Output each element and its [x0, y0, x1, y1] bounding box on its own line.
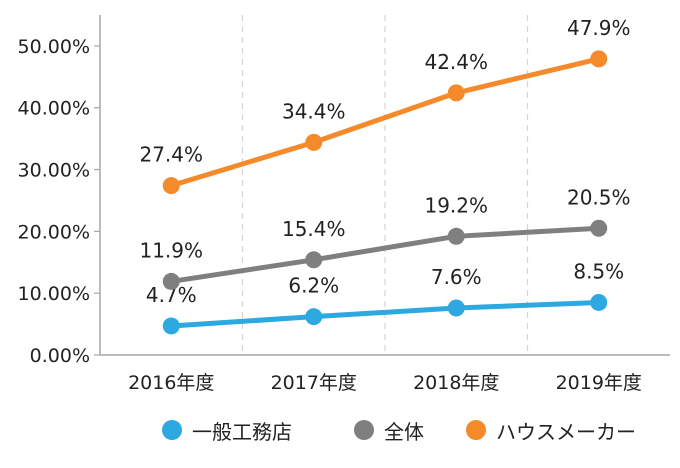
data-label: 11.9% [139, 238, 203, 262]
x-tick-label: 2016年度 [128, 372, 214, 394]
data-label: 6.2% [288, 274, 339, 298]
y-tick-label: 10.00% [18, 283, 90, 305]
data-point [305, 308, 323, 326]
legend-item-house-maker: ハウスメーカー [466, 410, 636, 450]
x-tick-label: 2018年度 [413, 372, 499, 394]
legend-item-overall: 全体 [354, 410, 424, 450]
line-chart: 0.00% 10.00% 20.00% 30.00% 40.00% 50.00% 2016年… [18, 15, 670, 394]
legend-marker-overall [354, 420, 374, 440]
data-label: 8.5% [573, 259, 624, 283]
legend: 一般工務店 全体 ハウスメーカー [0, 410, 680, 450]
data-point [305, 251, 323, 269]
data-label: 47.9% [567, 16, 631, 40]
data-point [162, 272, 180, 290]
y-tick-label: 0.00% [30, 345, 90, 367]
y-tick-label: 20.00% [18, 221, 90, 243]
data-point [590, 219, 608, 237]
x-tick-label: 2019年度 [556, 372, 642, 394]
legend-marker-general-builder [162, 420, 182, 440]
legend-marker-house-maker [466, 420, 486, 440]
data-label: 15.4% [282, 217, 346, 241]
data-point [447, 299, 465, 317]
data-point [305, 133, 323, 151]
data-label: 34.4% [282, 99, 346, 123]
y-tick-label: 30.00% [18, 160, 90, 182]
series-line [168, 299, 602, 329]
legend-label-house-maker: ハウスメーカー [496, 419, 636, 444]
data-label: 27.4% [139, 143, 203, 167]
data-point [447, 227, 465, 245]
legend-item-general-builder: 一般工務店 [162, 410, 292, 450]
y-tick-label: 40.00% [18, 98, 90, 120]
data-label: 20.5% [567, 185, 631, 209]
data-label: 7.6% [431, 265, 482, 289]
data-point [162, 317, 180, 335]
data-point [162, 177, 180, 195]
legend-label-general-builder: 一般工務店 [192, 419, 292, 444]
y-tick-label: 50.00% [18, 36, 90, 58]
legend-label-overall: 全体 [384, 419, 424, 444]
series-line [168, 225, 602, 284]
series-line [168, 56, 602, 189]
data-point [590, 50, 608, 68]
data-label: 19.2% [424, 193, 488, 217]
data-point [447, 84, 465, 102]
data-label: 42.4% [424, 50, 488, 74]
data-point [590, 293, 608, 311]
x-tick-label: 2017年度 [271, 372, 357, 394]
